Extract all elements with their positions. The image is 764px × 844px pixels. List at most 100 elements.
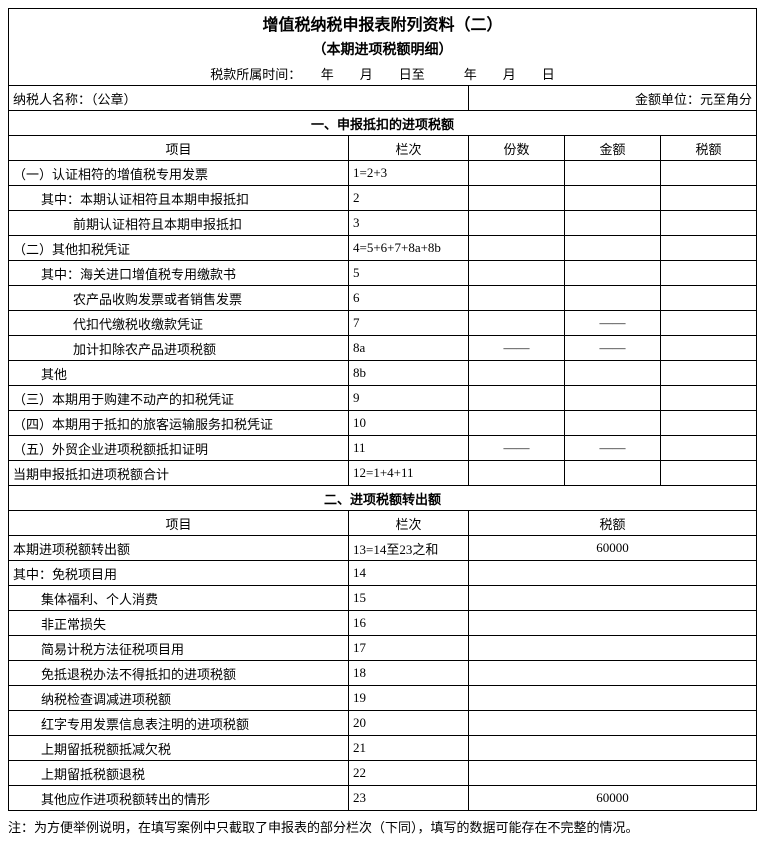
- table-row: 纳税检查调减进项税额19: [9, 686, 757, 711]
- tax-cell: [661, 261, 757, 286]
- colno-cell: 21: [349, 736, 469, 761]
- table-row: 代扣代缴税收缴款凭证7——: [9, 311, 757, 336]
- table-row: 上期留抵税额退税22: [9, 761, 757, 786]
- item-cell: 上期留抵税额抵减欠税: [9, 736, 349, 761]
- header2-colno: 栏次: [349, 511, 469, 536]
- tax-cell: [469, 761, 757, 786]
- tax-cell: [661, 386, 757, 411]
- item-cell: （三）本期用于购建不动产的扣税凭证: [9, 386, 349, 411]
- colno-cell: 4=5+6+7+8a+8b: [349, 236, 469, 261]
- count-cell: [469, 261, 565, 286]
- table-row: 上期留抵税额抵减欠税21: [9, 736, 757, 761]
- period-label: 税款所属时间： 年 月 日至 年 月 日: [9, 61, 757, 86]
- count-cell: [469, 211, 565, 236]
- item-cell: 简易计税方法征税项目用: [9, 636, 349, 661]
- colno-cell: 13=14至23之和: [349, 536, 469, 561]
- item-cell: 其中：免税项目用: [9, 561, 349, 586]
- tax-cell: [469, 686, 757, 711]
- table-row: 其中：海关进口增值税专用缴款书5: [9, 261, 757, 286]
- table-row: 其中：本期认证相符且本期申报抵扣2: [9, 186, 757, 211]
- colno-cell: 1=2+3: [349, 161, 469, 186]
- table-row: 加计扣除农产品进项税额8a————: [9, 336, 757, 361]
- item-cell: 免抵退税办法不得抵扣的进项税额: [9, 661, 349, 686]
- section1-title: 一、申报抵扣的进项税额: [9, 111, 757, 136]
- table-row: 其他8b: [9, 361, 757, 386]
- tax-cell: 60000: [469, 536, 757, 561]
- tax-cell: [469, 561, 757, 586]
- tax-cell: [661, 236, 757, 261]
- amount-cell: ——: [565, 436, 661, 461]
- item-cell: 其他应作进项税额转出的情形: [9, 786, 349, 811]
- header-item: 项目: [9, 136, 349, 161]
- tax-cell: [661, 161, 757, 186]
- section2-title: 二、进项税额转出额: [9, 486, 757, 511]
- colno-cell: 18: [349, 661, 469, 686]
- item-cell: （四）本期用于抵扣的旅客运输服务扣税凭证: [9, 411, 349, 436]
- table-row: （三）本期用于购建不动产的扣税凭证9: [9, 386, 757, 411]
- colno-cell: 20: [349, 711, 469, 736]
- table-row: 其中：免税项目用14: [9, 561, 757, 586]
- table-row: 红字专用发票信息表注明的进项税额20: [9, 711, 757, 736]
- tax-cell: [469, 586, 757, 611]
- tax-cell: [469, 636, 757, 661]
- table-row: 农产品收购发票或者销售发票6: [9, 286, 757, 311]
- tax-cell: [661, 286, 757, 311]
- item-cell: （一）认证相符的增值税专用发票: [9, 161, 349, 186]
- header2-item: 项目: [9, 511, 349, 536]
- amount-cell: [565, 161, 661, 186]
- taxpayer-label: 纳税人名称：（公章）: [9, 86, 469, 111]
- colno-cell: 10: [349, 411, 469, 436]
- count-cell: [469, 311, 565, 336]
- item-cell: 上期留抵税额退税: [9, 761, 349, 786]
- amount-cell: ——: [565, 336, 661, 361]
- item-cell: （二）其他扣税凭证: [9, 236, 349, 261]
- tax-cell: [469, 611, 757, 636]
- count-cell: [469, 461, 565, 486]
- tax-cell: [469, 736, 757, 761]
- colno-cell: 8b: [349, 361, 469, 386]
- item-cell: 集体福利、个人消费: [9, 586, 349, 611]
- item-cell: 纳税检查调减进项税额: [9, 686, 349, 711]
- item-cell: 农产品收购发票或者销售发票: [9, 286, 349, 311]
- colno-cell: 6: [349, 286, 469, 311]
- count-cell: [469, 236, 565, 261]
- colno-cell: 23: [349, 786, 469, 811]
- tax-cell: [661, 311, 757, 336]
- table-row: 非正常损失16: [9, 611, 757, 636]
- tax-cell: [661, 436, 757, 461]
- form-title: 增值税纳税申报表附列资料（二）: [9, 9, 757, 38]
- form-subtitle: （本期进项税额明细）: [9, 37, 757, 61]
- colno-cell: 2: [349, 186, 469, 211]
- tax-cell: [661, 211, 757, 236]
- header-amount: 金额: [565, 136, 661, 161]
- item-cell: 其中：本期认证相符且本期申报抵扣: [9, 186, 349, 211]
- item-cell: 加计扣除农产品进项税额: [9, 336, 349, 361]
- count-cell: [469, 286, 565, 311]
- header-count: 份数: [469, 136, 565, 161]
- item-cell: 前期认证相符且本期申报抵扣: [9, 211, 349, 236]
- tax-cell: [661, 411, 757, 436]
- item-cell: 当期申报抵扣进项税额合计: [9, 461, 349, 486]
- tax-cell: [661, 361, 757, 386]
- tax-cell: [469, 711, 757, 736]
- table-row: 免抵退税办法不得抵扣的进项税额18: [9, 661, 757, 686]
- amount-cell: [565, 211, 661, 236]
- colno-cell: 9: [349, 386, 469, 411]
- header-tax: 税额: [661, 136, 757, 161]
- amount-cell: [565, 411, 661, 436]
- count-cell: [469, 411, 565, 436]
- item-cell: 红字专用发票信息表注明的进项税额: [9, 711, 349, 736]
- count-cell: [469, 386, 565, 411]
- table-row: （二）其他扣税凭证4=5+6+7+8a+8b: [9, 236, 757, 261]
- table-row: 集体福利、个人消费15: [9, 586, 757, 611]
- colno-cell: 15: [349, 586, 469, 611]
- item-cell: 非正常损失: [9, 611, 349, 636]
- colno-cell: 14: [349, 561, 469, 586]
- item-cell: （五）外贸企业进项税额抵扣证明: [9, 436, 349, 461]
- amount-cell: [565, 236, 661, 261]
- count-cell: [469, 361, 565, 386]
- count-cell: [469, 161, 565, 186]
- colno-cell: 17: [349, 636, 469, 661]
- colno-cell: 12=1+4+11: [349, 461, 469, 486]
- colno-cell: 5: [349, 261, 469, 286]
